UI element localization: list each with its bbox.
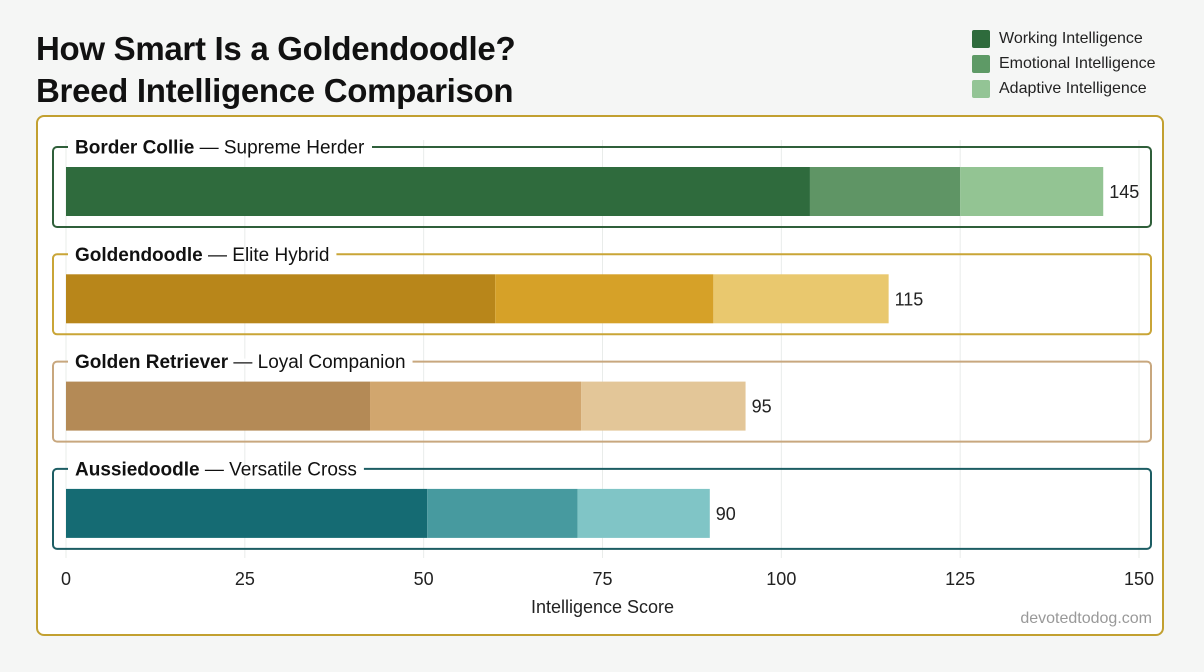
- bar-total-label-aussiedoodle: 90: [716, 504, 736, 524]
- breed-name-golden-retriever: Golden Retriever: [75, 352, 229, 373]
- row-label-bg-aussiedoodle: [68, 465, 364, 472]
- legend-label-emotional: Emotional Intelligence: [999, 54, 1156, 72]
- breed-subtitle-border-collie: — Supreme Herder: [194, 138, 365, 159]
- footer-source: devotedtodog.com: [1020, 610, 1152, 627]
- row-frame-goldendoodle: [52, 253, 1152, 336]
- row-label-golden-retriever: Golden Retriever — Loyal Companion: [75, 352, 406, 373]
- chart-title-line-2: Breed Intelligence Comparison: [36, 72, 514, 109]
- x-axis-title: Intelligence Score: [531, 597, 674, 617]
- breed-name-border-collie: Border Collie: [75, 138, 194, 159]
- bar-border-collie-working: [66, 167, 810, 216]
- bar-aussiedoodle-adaptive: [577, 488, 710, 538]
- x-tick-label-125: 125: [945, 569, 975, 589]
- row-label-aussiedoodle: Aussiedoodle — Versatile Cross: [75, 459, 357, 480]
- breed-name-aussiedoodle: Aussiedoodle: [75, 459, 200, 480]
- x-tick-label-25: 25: [235, 569, 255, 589]
- bar-border-collie-emotional: [809, 167, 961, 216]
- legend-item-emotional: Emotional Intelligence: [972, 51, 1156, 76]
- row-frame-aussiedoodle: [52, 467, 1152, 550]
- x-tick-label-0: 0: [61, 569, 71, 589]
- row-frame-border-collie: [52, 146, 1152, 228]
- legend-item-working: Working Intelligence: [972, 26, 1156, 51]
- chart-title: How Smart Is a Goldendoodle? Breed Intel…: [36, 28, 516, 112]
- bar-total-label-golden-retriever: 95: [752, 397, 772, 417]
- row-label-border-collie: Border Collie — Supreme Herder: [75, 138, 365, 159]
- legend: Working Intelligence Emotional Intellige…: [972, 26, 1156, 101]
- x-tick-label-50: 50: [414, 569, 434, 589]
- bar-aussiedoodle-working: [66, 488, 428, 538]
- row-label-bg-golden-retriever: [68, 358, 413, 365]
- bar-golden-retriever-adaptive: [581, 381, 746, 431]
- breed-subtitle-golden-retriever: — Loyal Companion: [228, 352, 405, 373]
- x-tick-label-100: 100: [766, 569, 796, 589]
- breed-subtitle-aussiedoodle: — Versatile Cross: [200, 459, 357, 480]
- legend-swatch-working: [972, 29, 990, 48]
- legend-label-working: Working Intelligence: [999, 29, 1143, 47]
- breed-subtitle-goldendoodle: — Elite Hybrid: [203, 245, 330, 266]
- legend-swatch-adaptive: [972, 79, 990, 98]
- bar-goldendoodle-adaptive: [713, 274, 889, 324]
- legend-swatch-emotional: [972, 54, 990, 73]
- bar-total-label-goldendoodle: 115: [895, 289, 924, 309]
- x-tick-label-75: 75: [592, 569, 612, 589]
- legend-item-adaptive: Adaptive Intelligence: [972, 76, 1156, 101]
- chart-title-line-1: How Smart Is a Goldendoodle?: [36, 30, 516, 67]
- bar-golden-retriever-emotional: [370, 381, 582, 431]
- bar-total-label-border-collie: 145: [1109, 182, 1139, 202]
- row-label-goldendoodle: Goldendoodle — Elite Hybrid: [75, 245, 329, 266]
- bar-border-collie-adaptive: [960, 167, 1104, 216]
- bar-aussiedoodle-emotional: [427, 488, 578, 538]
- bar-goldendoodle-emotional: [495, 274, 714, 324]
- row-label-bg-border-collie: [68, 144, 372, 150]
- legend-label-adaptive: Adaptive Intelligence: [999, 79, 1147, 97]
- breed-name-goldendoodle: Goldendoodle: [75, 245, 203, 266]
- row-frame-golden-retriever: [52, 360, 1152, 443]
- row-label-bg-goldendoodle: [68, 251, 337, 258]
- x-tick-label-150: 150: [1124, 569, 1154, 589]
- bar-goldendoodle-working: [66, 274, 496, 324]
- bar-golden-retriever-working: [66, 381, 371, 431]
